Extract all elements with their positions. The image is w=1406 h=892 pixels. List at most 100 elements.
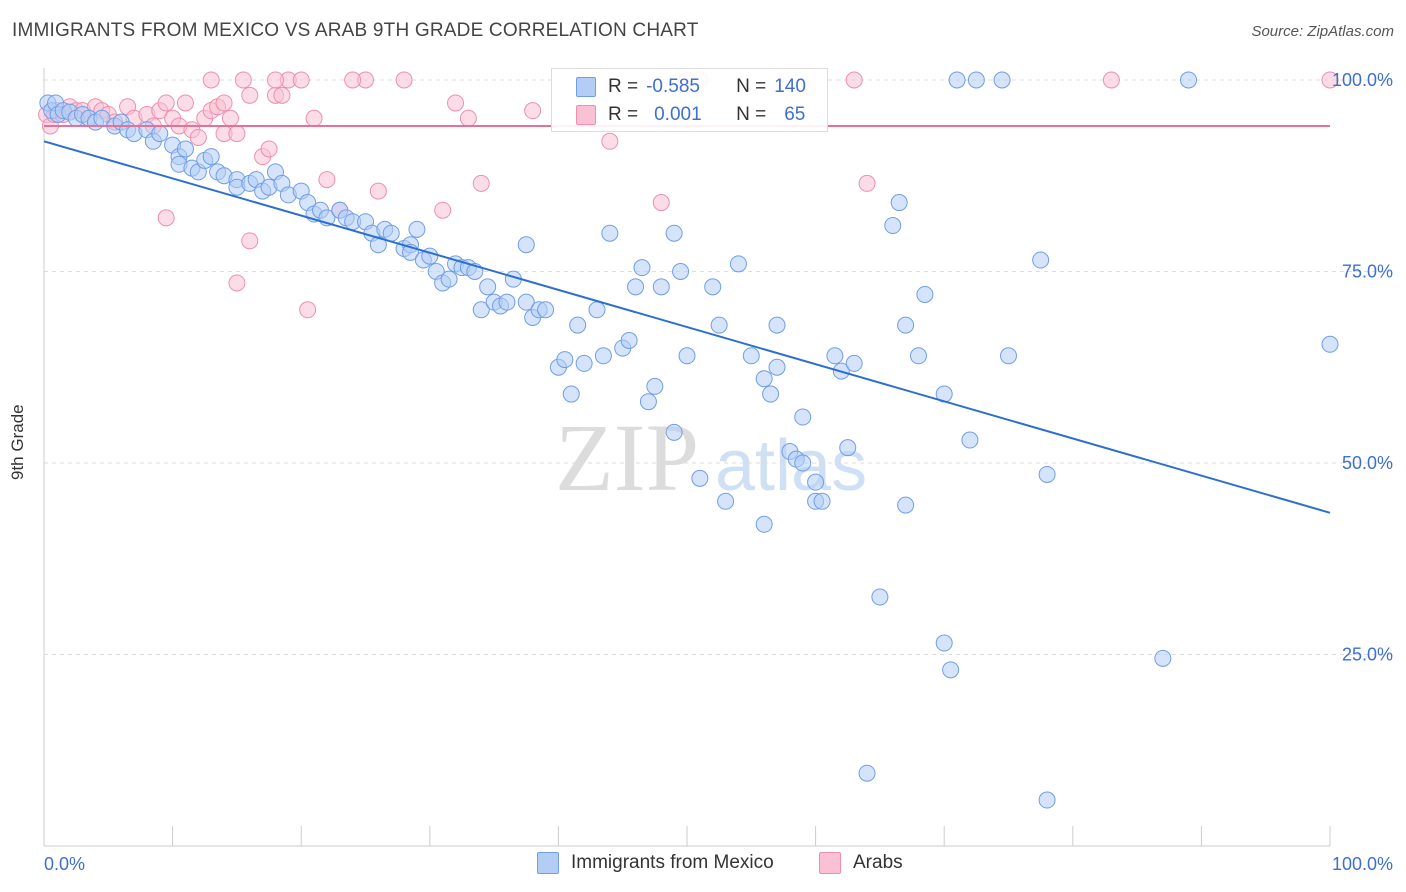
mexico-point <box>556 351 574 369</box>
x-tick-label: 0.0% <box>44 854 85 874</box>
arabs-point <box>344 71 362 89</box>
arabs-point <box>652 194 670 212</box>
mexico-point <box>472 301 490 319</box>
mexico-point <box>517 293 535 311</box>
mexico-point <box>1038 791 1056 809</box>
mexico-point <box>897 316 915 334</box>
mexico-point <box>1180 71 1198 89</box>
mexico-trend-line <box>43 140 1331 514</box>
arabs-point <box>1102 71 1120 89</box>
arabs-point <box>601 132 619 150</box>
mexico-point <box>1038 465 1056 483</box>
mexico-swatch <box>576 77 596 97</box>
y-tick-label: 75.0% <box>1342 262 1393 282</box>
mexico-point <box>639 393 657 411</box>
mexico-point <box>768 316 786 334</box>
mexico-point <box>845 354 863 372</box>
arabs-point <box>189 128 207 146</box>
n-value: 140 <box>774 76 806 97</box>
mexico-point <box>935 634 953 652</box>
mexico-point <box>717 492 735 510</box>
r-value: -0.585 <box>646 76 700 97</box>
mexico-point <box>498 293 516 311</box>
arabs-point <box>459 109 477 127</box>
watermark-atlas: atlas <box>715 426 867 506</box>
mexico-point <box>537 301 555 319</box>
mexico-point <box>942 661 960 679</box>
mexico-point <box>691 469 709 487</box>
legend-label-mexico: Immigrants from Mexico <box>571 852 774 873</box>
arabs-point <box>157 209 175 227</box>
legend-swatch-arabs <box>819 852 841 874</box>
arabs-point <box>1321 71 1339 89</box>
mexico-point <box>151 125 169 143</box>
n-label: N = <box>736 104 767 125</box>
arabs-point <box>266 71 284 89</box>
arabs-point <box>221 109 239 127</box>
mexico-point <box>704 278 722 296</box>
mexico-point <box>948 71 966 89</box>
arabs-point <box>202 71 220 89</box>
arabs-point <box>228 274 246 292</box>
mexico-point <box>646 377 664 395</box>
mexico-point <box>794 454 812 472</box>
r-value: 0.001 <box>654 104 702 125</box>
legend-item-mexico[interactable]: Immigrants from Mexico <box>537 852 774 874</box>
mexico-point <box>176 140 194 158</box>
arabs-point <box>241 86 259 104</box>
arabs-point <box>215 94 233 112</box>
mexico-point <box>884 217 902 235</box>
mexico-point <box>993 71 1011 89</box>
grid-lines <box>44 79 1395 655</box>
mexico-point <box>672 263 690 280</box>
arabs-point <box>447 94 465 112</box>
mexico-point <box>897 496 915 514</box>
mexico-point <box>652 278 670 296</box>
mexico-point <box>575 354 593 372</box>
mexico-point <box>408 220 426 238</box>
tick-labels: 100.0% 75.0% 50.0% 25.0% 0.0% 100.0% <box>44 70 1393 874</box>
y-tick-label: 100.0% <box>1332 70 1393 90</box>
mexico-point <box>762 385 780 403</box>
arabs-swatch <box>576 105 596 125</box>
arabs-point <box>318 171 336 189</box>
arabs-point <box>292 71 310 89</box>
stats-row-arabs: R = 0.001 N = 65 <box>552 101 805 129</box>
y-tick-label: 25.0% <box>1342 645 1393 665</box>
mexico-point <box>665 423 683 441</box>
mexico-point <box>742 347 760 365</box>
arabs-point <box>472 174 490 192</box>
mexico-point <box>807 473 825 491</box>
mexico-point <box>594 347 612 365</box>
mexico-point <box>562 385 580 403</box>
mexico-point <box>601 224 619 242</box>
arabs-point <box>395 71 413 89</box>
arabs-point <box>157 94 175 112</box>
mexico-point <box>1154 649 1172 667</box>
mexico-point <box>729 255 747 273</box>
mexico-point <box>479 278 497 296</box>
mexico-point <box>961 431 979 449</box>
arabs-point <box>241 232 259 250</box>
mexico-point <box>871 588 889 606</box>
n-value: 65 <box>784 104 806 125</box>
arabs-point <box>176 94 194 112</box>
mexico-point <box>890 194 908 212</box>
n-label: N = <box>736 76 767 97</box>
legend-swatch-mexico <box>537 852 559 874</box>
mexico-point <box>794 408 812 426</box>
stats-row-mexico: R = -0.585 N = 140 <box>552 73 806 101</box>
legend-item-arabs[interactable]: Arabs <box>819 852 903 874</box>
chart-title: IMMIGRANTS FROM MEXICO VS ARAB 9TH GRADE… <box>12 20 699 41</box>
mexico-point <box>1000 347 1017 365</box>
mexico-point <box>1032 251 1050 269</box>
mexico-point <box>813 492 831 510</box>
mexico-point <box>665 224 683 242</box>
mexico-point <box>826 347 844 365</box>
mexico-point <box>440 270 458 288</box>
mexico-point <box>1321 335 1339 353</box>
arabs-point <box>434 201 452 219</box>
mexico-point <box>858 764 876 782</box>
mexico-point <box>710 316 728 334</box>
stats-box: R = -0.585 N = 140 R = 0.001 N = 65 <box>551 68 828 132</box>
